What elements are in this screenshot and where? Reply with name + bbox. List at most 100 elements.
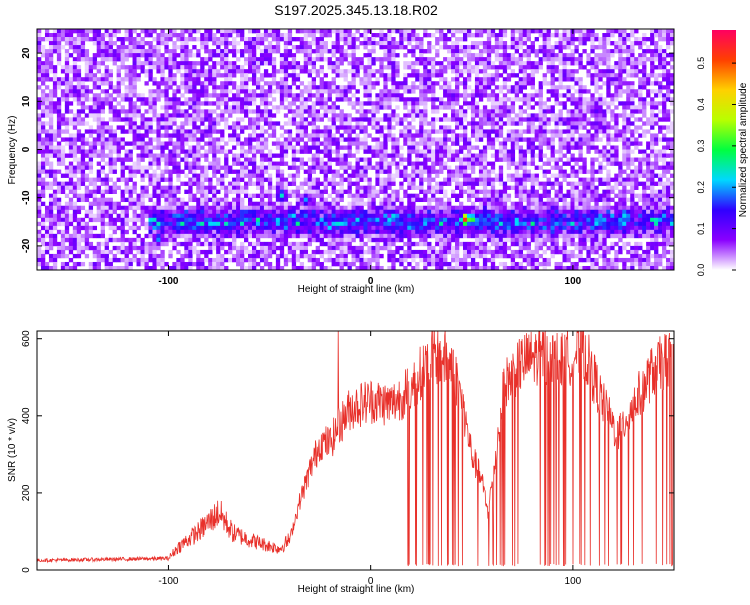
spectrogram-cell <box>299 197 305 203</box>
spectrogram-cell <box>68 233 74 239</box>
spectrogram-cell <box>275 33 281 38</box>
spectrogram-cell <box>224 213 229 219</box>
spectrogram-cell <box>92 97 98 102</box>
spectrogram-cell <box>335 229 340 235</box>
spectrogram-cell <box>367 225 372 231</box>
spectrogram-cell <box>188 205 193 211</box>
spectrogram-cell <box>212 33 217 38</box>
spectrogram-cell <box>100 73 105 78</box>
spectrogram-cell <box>291 45 297 50</box>
spectrogram-cell <box>303 97 309 102</box>
spectrogram-cell <box>251 225 257 231</box>
spectrogram-cell <box>375 129 380 134</box>
spectrogram-cell <box>311 129 316 134</box>
spectrogram-cell <box>367 41 372 46</box>
spectrogram-cell <box>466 249 472 255</box>
spectrogram-cell <box>37 61 42 66</box>
spectrogram-cell <box>212 81 217 86</box>
spectrogram-cell <box>407 121 412 126</box>
spectrogram-cell <box>415 97 420 102</box>
spectrogram-cell <box>455 97 460 102</box>
spectrogram-cell <box>271 141 277 146</box>
spectrogram-cell <box>44 57 50 62</box>
spectrogram-cell <box>76 133 82 138</box>
spectrogram-cell <box>124 113 129 118</box>
spectrogram-cell <box>56 29 62 34</box>
spectrogram-cell <box>76 37 82 42</box>
spectrogram-cell <box>470 169 476 174</box>
spectrogram-cell <box>295 77 301 82</box>
spectrogram-cell <box>470 153 476 158</box>
spectrogram-cell <box>375 121 380 126</box>
spectrogram-cell <box>188 229 193 235</box>
spectrogram-cell <box>315 37 320 42</box>
spectrogram-cell <box>423 73 428 78</box>
spectrogram-cell <box>124 217 129 223</box>
spectrogram-cell <box>379 161 384 166</box>
spectrogram-cell <box>343 153 348 158</box>
spectrogram-cell <box>244 217 249 223</box>
spectrogram-cell <box>156 145 161 150</box>
spectrogram-cell <box>455 73 460 78</box>
spectrogram-cell <box>371 221 376 227</box>
spectrogram-cell <box>128 157 133 162</box>
spectrogram-cell <box>140 221 145 227</box>
spectrogram-cell <box>204 117 209 122</box>
spectrogram-cell <box>40 105 46 110</box>
spectrogram-cell <box>56 213 62 219</box>
spectrogram-cell <box>164 57 169 62</box>
spectrogram-cell <box>307 233 313 239</box>
spectrogram-cell <box>466 145 472 150</box>
spectrogram-cell <box>44 109 50 114</box>
spectrogram-cell <box>307 69 313 74</box>
spectrogram-cell <box>184 253 189 259</box>
spectrogram-cell <box>48 161 54 166</box>
spectrogram-cell <box>37 29 42 34</box>
spectrogram-cell <box>184 181 189 186</box>
spectrogram-cell <box>144 169 149 174</box>
spectrogram-cell <box>132 205 137 211</box>
spectrogram-cell <box>363 265 368 270</box>
spectrogram-cell <box>387 197 392 203</box>
spectrogram-cell <box>180 57 185 62</box>
spectrogram-cell <box>466 121 472 126</box>
spectrogram-cell <box>172 185 177 190</box>
spectrogram-cell <box>248 169 253 174</box>
spectrogram-cell <box>315 233 320 239</box>
spectrogram-cell <box>327 249 332 255</box>
spectrogram-cell <box>299 221 305 227</box>
spectrogram-cell <box>84 93 90 98</box>
spectrogram-cell <box>287 217 293 223</box>
spectrogram-cell <box>104 81 109 86</box>
spectrogram-cell <box>403 249 408 255</box>
spectrogram-cell <box>391 125 396 130</box>
spectrogram-cell <box>228 49 233 54</box>
spectrogram-cell <box>443 85 448 90</box>
spectrogram-cell <box>403 61 408 66</box>
spectrogram-cell <box>275 205 281 211</box>
spectrogram-cell <box>327 209 332 215</box>
spectrogram-cell <box>140 133 145 138</box>
spectrogram-cell <box>367 193 372 198</box>
spectrogram-cell <box>423 141 428 146</box>
spectrogram-cell <box>439 205 444 211</box>
spectrogram-cell <box>68 213 74 219</box>
spectrogram-cell <box>395 121 400 126</box>
spectrogram-cell <box>108 189 113 194</box>
spectrogram-cell <box>415 149 420 154</box>
spectrogram-cell <box>224 225 229 231</box>
spectrogram-cell <box>371 185 376 190</box>
spectrogram-cell <box>375 245 380 251</box>
spectrogram-cell <box>200 137 205 142</box>
spectrogram-cell <box>152 37 157 42</box>
spectrogram-cell <box>299 97 305 102</box>
spectrogram-cell <box>399 245 404 251</box>
spectrogram-cell <box>156 137 161 142</box>
spectrogram-cell <box>116 141 121 146</box>
spectrogram-cell <box>291 209 297 215</box>
spectrogram-cell <box>240 197 245 203</box>
spectrogram-cell <box>427 213 432 219</box>
spectrogram-cell <box>295 245 301 251</box>
spectrogram-cell <box>184 69 189 74</box>
spectrogram-cell <box>287 193 293 198</box>
